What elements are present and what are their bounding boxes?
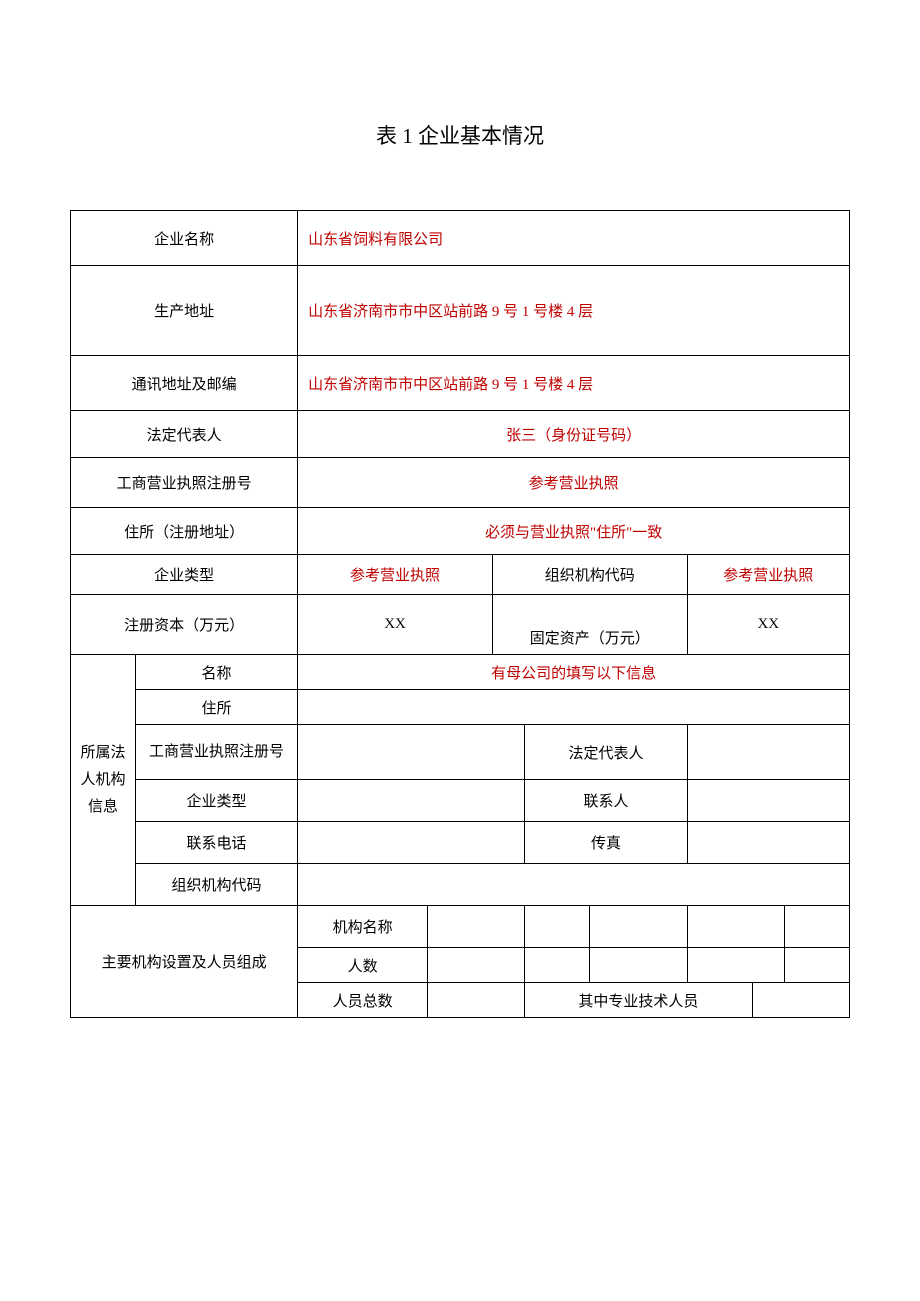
label-p-residence: 住所 [135,690,297,725]
label-p-fax: 传真 [525,822,687,864]
value-p-type [298,780,525,822]
label-org-code: 组织机构代码 [492,555,687,595]
value-p-legal-rep [687,725,849,780]
cell-people-2 [525,948,590,983]
value-production-address: 山东省济南市市中区站前路 9 号 1 号楼 4 层 [298,266,850,356]
label-mailing-address: 通讯地址及邮编 [71,356,298,411]
label-company-type: 企业类型 [71,555,298,595]
value-total-people [427,983,524,1018]
value-company-type: 参考营业执照 [298,555,493,595]
label-company-name: 企业名称 [71,211,298,266]
cell-org-name-4 [687,906,784,948]
value-p-contact [687,780,849,822]
label-reg-capital: 注册资本（万元） [71,595,298,655]
label-production-address: 生产地址 [71,266,298,356]
value-p-name: 有母公司的填写以下信息 [298,655,850,690]
value-legal-rep: 张三（身份证号码） [298,411,850,458]
value-mailing-address: 山东省济南市市中区站前路 9 号 1 号楼 4 层 [298,356,850,411]
value-org-code: 参考营业执照 [687,555,849,595]
label-p-license: 工商营业执照注册号 [135,725,297,780]
label-license-no: 工商营业执照注册号 [71,458,298,508]
label-tech-people: 其中专业技术人员 [525,983,752,1018]
value-fixed-assets: XX [687,595,849,655]
label-p-type: 企业类型 [135,780,297,822]
cell-org-name-5 [784,906,849,948]
label-p-legal-rep: 法定代表人 [525,725,687,780]
cell-org-name-2 [525,906,590,948]
value-p-fax [687,822,849,864]
label-fixed-assets: 固定资产（万元） [492,595,687,655]
cell-people-3 [590,948,687,983]
enterprise-info-table: 企业名称 山东省饲料有限公司 生产地址 山东省济南市市中区站前路 9 号 1 号… [70,210,850,1018]
label-residence: 住所（注册地址） [71,508,298,555]
value-company-name: 山东省饲料有限公司 [298,211,850,266]
page-title: 表 1 企业基本情况 [70,120,850,150]
cell-org-name-3 [590,906,687,948]
value-reg-capital: XX [298,595,493,655]
value-p-phone [298,822,525,864]
cell-org-name-1 [427,906,524,948]
cell-people-4 [687,948,784,983]
label-parent-info: 所属法人机构信息 [71,655,136,906]
label-p-name: 名称 [135,655,297,690]
value-tech-people [752,983,849,1018]
value-residence: 必须与营业执照"住所"一致 [298,508,850,555]
label-p-org-code: 组织机构代码 [135,864,297,906]
value-p-license [298,725,525,780]
value-p-org-code [298,864,850,906]
label-org-name: 机构名称 [298,906,428,948]
cell-people-5 [784,948,849,983]
label-p-phone: 联系电话 [135,822,297,864]
cell-people-1 [427,948,524,983]
label-people-count: 人数 [298,948,428,983]
value-p-residence [298,690,850,725]
label-total-people: 人员总数 [298,983,428,1018]
label-p-contact: 联系人 [525,780,687,822]
value-license-no: 参考营业执照 [298,458,850,508]
label-org-staff: 主要机构设置及人员组成 [71,906,298,1018]
label-legal-rep: 法定代表人 [71,411,298,458]
